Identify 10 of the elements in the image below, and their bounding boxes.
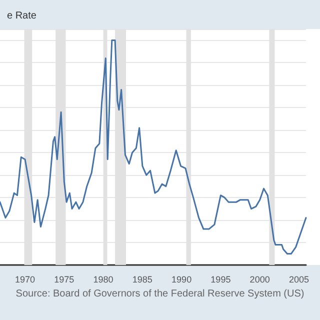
x-tick-label: 1990	[172, 274, 192, 284]
source-note: Source: Board of Governors of the Federal Reserve System (US)	[16, 288, 304, 300]
x-tick-label: 1985	[132, 274, 152, 284]
x-tick-label: 1995	[210, 274, 231, 284]
chart-title: e Rate	[7, 10, 37, 22]
x-tick-label: 2005	[288, 274, 309, 284]
x-tick-label: 1980	[93, 274, 114, 284]
x-tick-label: 2000	[250, 274, 270, 284]
x-tick-label: 1970	[15, 274, 36, 284]
x-tick-label: 1975	[54, 274, 74, 284]
